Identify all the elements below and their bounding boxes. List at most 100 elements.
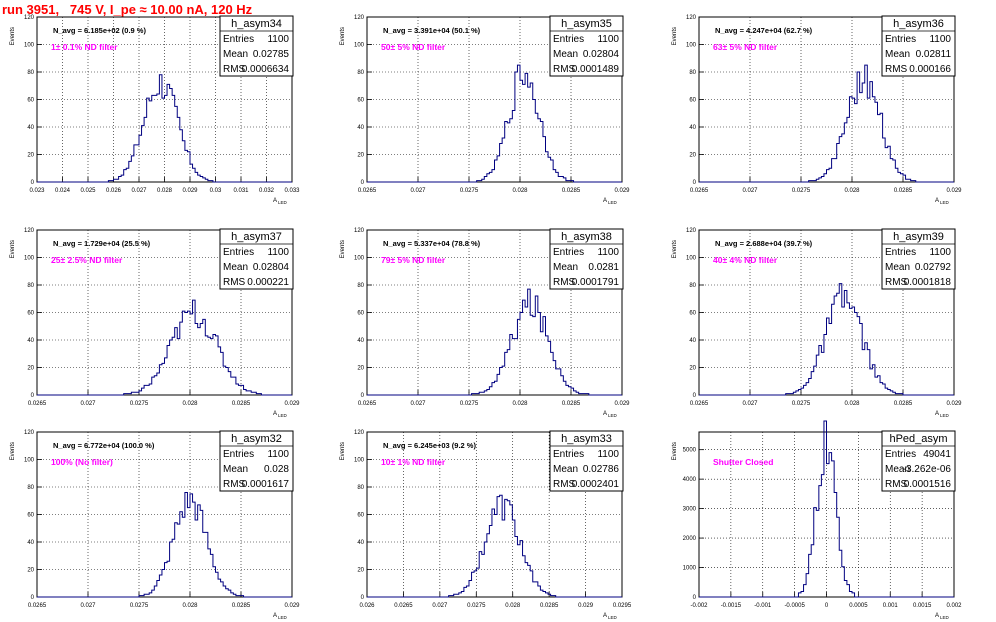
x-tick-label: 0.027 [410, 401, 426, 407]
y-tick-label: 20 [689, 153, 696, 159]
panel-h_asym39: 0.0265 0.027 0.0275 0.028 0.0285 0.029 0 20 40 60… [672, 228, 962, 418]
stats-entries-value: 1100 [929, 34, 951, 45]
y-tick-label: 80 [357, 70, 364, 76]
plot-frame [698, 16, 955, 183]
y-tick-label: 2000 [683, 536, 697, 542]
y-tick-label: 0 [693, 180, 697, 186]
y-tick-label: 120 [24, 430, 35, 436]
x-tick-label: 0.03 [210, 188, 222, 194]
x-axis-label: A [273, 198, 277, 204]
x-tick-label: 0.0285 [540, 603, 559, 609]
stats-entries-label: Entries [553, 34, 584, 45]
x-tick-label: 0.028 [512, 188, 528, 194]
stats-mean-label: Mean [553, 262, 578, 273]
stats-entries-value: 1100 [267, 34, 289, 45]
histogram-series [37, 74, 292, 183]
y-tick-label: 20 [357, 366, 364, 372]
x-tick-label: 0.0265 [28, 603, 47, 609]
y-tick-label: 0 [31, 180, 35, 186]
x-tick-label: 0.028 [844, 188, 860, 194]
y-axis-label: Events [672, 240, 678, 258]
stats-entries-value: 1100 [597, 449, 619, 460]
x-tick-label: 0.0265 [690, 401, 709, 407]
stats-title: h_asym32 [231, 433, 282, 445]
stats-entries-value: 1100 [267, 247, 289, 258]
filter-label: 25± 2.5% ND filter [51, 255, 123, 265]
y-tick-label: 60 [357, 513, 364, 519]
filter-label: 50± 5% ND filter [381, 42, 446, 52]
stats-title: h_asym35 [561, 18, 612, 30]
x-tick-label: 0.0295 [613, 603, 632, 609]
y-tick-label: 100 [686, 43, 697, 49]
x-axis-label: A [935, 613, 939, 619]
x-tick-label: 0.027 [80, 603, 96, 609]
stats-mean-value: 0.02804 [253, 262, 290, 273]
stats-title: h_asym38 [561, 231, 612, 243]
x-tick-label: 0.027 [432, 603, 448, 609]
y-axis-label: Events [10, 240, 16, 258]
stats-rms-value: 0.0002401 [572, 479, 620, 490]
stats-entries-value: 1100 [597, 34, 619, 45]
y-tick-label: 120 [24, 228, 35, 234]
y-tick-label: 0 [361, 180, 365, 186]
stats-rms-value: 0.0001489 [572, 64, 620, 75]
filter-label: 63± 5% ND filter [713, 42, 778, 52]
y-tick-label: 20 [357, 153, 364, 159]
x-tick-label: 0.029 [614, 188, 630, 194]
y-tick-label: 80 [689, 70, 696, 76]
x-tick-label: 0.0285 [232, 401, 251, 407]
stats-box [549, 430, 624, 492]
stats-rms-label: RMS [553, 277, 576, 288]
x-tick-label: -0.0005 [784, 603, 805, 609]
x-tick-label: 0.032 [259, 188, 275, 194]
stats-entries-label: Entries [885, 247, 916, 258]
stats-rms-label: RMS [223, 479, 246, 490]
x-tick-label: 0.033 [284, 188, 300, 194]
stats-mean-label: Mean [553, 49, 578, 60]
plot-frame [366, 16, 623, 183]
histogram-series [367, 288, 622, 396]
x-tick-label: 0.0015 [913, 603, 932, 609]
filter-label: 79± 5% ND filter [381, 255, 446, 265]
x-axis-label: A [935, 411, 939, 417]
x-axis-sublabel: LED [940, 200, 950, 205]
navg-label: N_avg = 2.688e+04 (39.7 %) [715, 239, 813, 248]
x-tick-label: 0.027 [131, 188, 147, 194]
histogram-series [367, 64, 622, 183]
x-tick-label: 0.0275 [460, 188, 479, 194]
y-tick-label: 60 [357, 98, 364, 104]
x-axis-sublabel: LED [278, 615, 288, 620]
stats-mean-value: 0.02804 [583, 49, 620, 60]
y-tick-label: 1000 [683, 566, 697, 572]
stats-entries-label: Entries [223, 449, 254, 460]
y-tick-label: 60 [27, 513, 34, 519]
panel-h_asym32: 0.0265 0.027 0.0275 0.028 0.0285 0.029 0 20 40 60… [10, 430, 300, 620]
y-tick-label: 0 [31, 595, 35, 601]
x-axis-sublabel: LED [940, 413, 950, 418]
stats-entries-value: 1100 [929, 247, 951, 258]
stats-entries-label: Entries [223, 247, 254, 258]
stats-box [549, 228, 624, 290]
y-tick-label: 80 [689, 283, 696, 289]
x-tick-label: 0.027 [742, 401, 758, 407]
x-tick-label: 0.029 [946, 401, 962, 407]
stats-entries-value: 1100 [597, 247, 619, 258]
y-tick-label: 120 [354, 15, 365, 21]
stats-box [219, 228, 294, 290]
x-tick-label: 0.028 [512, 401, 528, 407]
x-axis-sublabel: LED [278, 413, 288, 418]
x-tick-label: 0.0275 [130, 603, 149, 609]
y-tick-label: 100 [24, 458, 35, 464]
stats-title: h_asym33 [561, 433, 612, 445]
stats-rms-label: RMS [553, 64, 576, 75]
stats-box [881, 15, 956, 77]
y-tick-label: 60 [689, 311, 696, 317]
stats-box [881, 228, 956, 290]
x-tick-label: 0.028 [844, 401, 860, 407]
x-tick-label: 0.028 [182, 603, 198, 609]
stats-box [219, 430, 294, 492]
x-tick-label: 0.031 [233, 188, 249, 194]
x-axis-sublabel: LED [608, 615, 618, 620]
x-tick-label: 0.024 [55, 188, 71, 194]
